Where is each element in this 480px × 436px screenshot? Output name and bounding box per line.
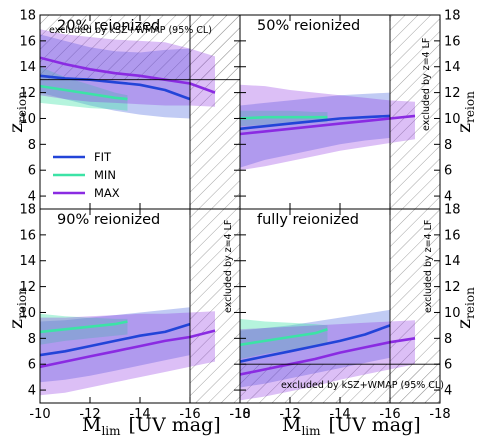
y-tick-label: 10 xyxy=(444,306,461,321)
line-max xyxy=(40,56,216,94)
legend: FIT MIN MAX xyxy=(53,150,120,200)
x-tick-label: -12 xyxy=(279,407,300,422)
y-tick-label: 12 xyxy=(19,280,36,295)
y-tick-label: 14 xyxy=(19,60,36,75)
band-fit xyxy=(40,307,190,383)
annotation-lf: excluded by z=4 LF xyxy=(223,220,234,313)
y-tick-label: 16 xyxy=(444,228,461,243)
y-tick-label: 10 xyxy=(19,112,36,127)
legend-label-max: MAX xyxy=(94,186,120,200)
y-tick-label: 4 xyxy=(28,190,36,205)
band-max xyxy=(40,29,215,107)
line-min xyxy=(40,320,128,334)
y-tick-label: 16 xyxy=(19,228,36,243)
y-tick-label: 12 xyxy=(19,86,36,101)
x-tick-label: -16 xyxy=(179,407,200,422)
line-fit xyxy=(40,74,191,101)
line-fit xyxy=(40,322,191,357)
line-max xyxy=(40,329,216,369)
y-tick-label: 10 xyxy=(444,112,461,127)
legend-label-fit: FIT xyxy=(94,150,112,164)
x-tick-label: -10 xyxy=(29,407,50,422)
y-tick-label: 6 xyxy=(444,358,452,373)
excluded-region-lf xyxy=(190,209,240,403)
band-min xyxy=(40,313,128,345)
x-axis-label-left: Mlim [UV mag] xyxy=(82,414,221,436)
x-tick-label: -14 xyxy=(129,407,150,422)
x-tick-label: -18 xyxy=(229,407,250,422)
band-max xyxy=(40,311,215,396)
band-max xyxy=(240,84,415,171)
annotation-lf: excluded by z=4 LF xyxy=(423,220,434,313)
y-tick-label: 14 xyxy=(444,60,461,75)
line-fit xyxy=(240,324,391,363)
band-fit xyxy=(40,34,190,119)
panel-title: 90% reionized xyxy=(57,212,160,228)
y-tick-label: 10 xyxy=(19,306,36,321)
panel-4: 4 6 8 10 12 14 16 18 -10 -12 -14 -16 -18 fully reioni… xyxy=(229,203,460,423)
excluded-region-ksz xyxy=(40,15,240,80)
y-tick-label: 12 xyxy=(444,86,461,101)
line-min xyxy=(240,115,328,120)
y-axis-label-left-top: zreion xyxy=(5,91,29,133)
annotation-lf: excluded by z=4 LF xyxy=(421,38,432,131)
y-tick-label: 8 xyxy=(444,332,452,347)
y-axis-label-right-bottom: zreion xyxy=(453,287,477,329)
line-min xyxy=(240,328,328,347)
line-max xyxy=(240,114,416,136)
panel-title: fully reionized xyxy=(257,212,359,228)
band-fit xyxy=(240,92,390,168)
annotation-ksz-wmap: excluded by kSZ+WMAP (95% CL) xyxy=(281,380,444,391)
y-tick-label: 6 xyxy=(444,164,452,179)
y-tick-label: 18 xyxy=(444,9,461,24)
panel-1: 4 6 8 10 12 14 16 18 20% reionized xyxy=(19,9,241,210)
band-max xyxy=(240,320,415,401)
plot-area xyxy=(40,15,240,209)
panel-title: 20% reionized xyxy=(57,18,160,34)
plot-area xyxy=(240,15,440,209)
x-axis-label-right: Mlim [UV mag] xyxy=(282,414,421,436)
legend-label-min: MIN xyxy=(94,168,116,182)
line-max xyxy=(240,337,416,376)
x-tick-label: -12 xyxy=(79,407,100,422)
y-tick-label: 8 xyxy=(444,138,452,153)
panel-title: 50% reionized xyxy=(257,18,360,34)
line-min xyxy=(40,84,128,101)
annotation-ksz-wmap: excluded by kSZ+WMAP (95% CL) xyxy=(49,25,212,36)
y-tick-label: 12 xyxy=(444,280,461,295)
y-tick-label: 8 xyxy=(28,138,36,153)
y-tick-label: 6 xyxy=(28,164,36,179)
x-tick-label: -10 xyxy=(229,407,250,422)
y-tick-label: 16 xyxy=(19,34,36,49)
y-axis-label-right-top: zreion xyxy=(453,91,477,133)
y-tick-label: 18 xyxy=(444,203,461,218)
y-tick-label: 8 xyxy=(28,332,36,347)
x-tick-label: -16 xyxy=(379,407,400,422)
y-tick-label: 16 xyxy=(444,34,461,49)
line-fit xyxy=(240,114,391,131)
y-tick-label: 6 xyxy=(28,358,36,373)
y-tick-label: 4 xyxy=(444,384,452,399)
panel-3: 4 6 8 10 12 14 16 18 -10 -12 -14 -16 -18 90% reionize… xyxy=(19,203,250,423)
y-tick-label: 18 xyxy=(19,9,36,24)
y-tick-label: 14 xyxy=(19,254,36,269)
y-axis-label-left-bottom: zreion xyxy=(5,287,29,329)
y-tick-label: 4 xyxy=(444,190,452,205)
excluded-region-lf xyxy=(390,15,440,209)
x-tick-label: -18 xyxy=(429,407,450,422)
excluded-region-ksz xyxy=(240,364,440,403)
plot-area xyxy=(40,209,240,403)
y-tick-label: 18 xyxy=(19,203,36,218)
y-tick-label: 14 xyxy=(444,254,461,269)
x-tick-label: -14 xyxy=(329,407,350,422)
plot-area xyxy=(240,209,440,403)
y-tick-label: 4 xyxy=(28,384,36,399)
panel-2: 4 6 8 10 12 14 16 18 50% reionized xyxy=(239,9,461,210)
